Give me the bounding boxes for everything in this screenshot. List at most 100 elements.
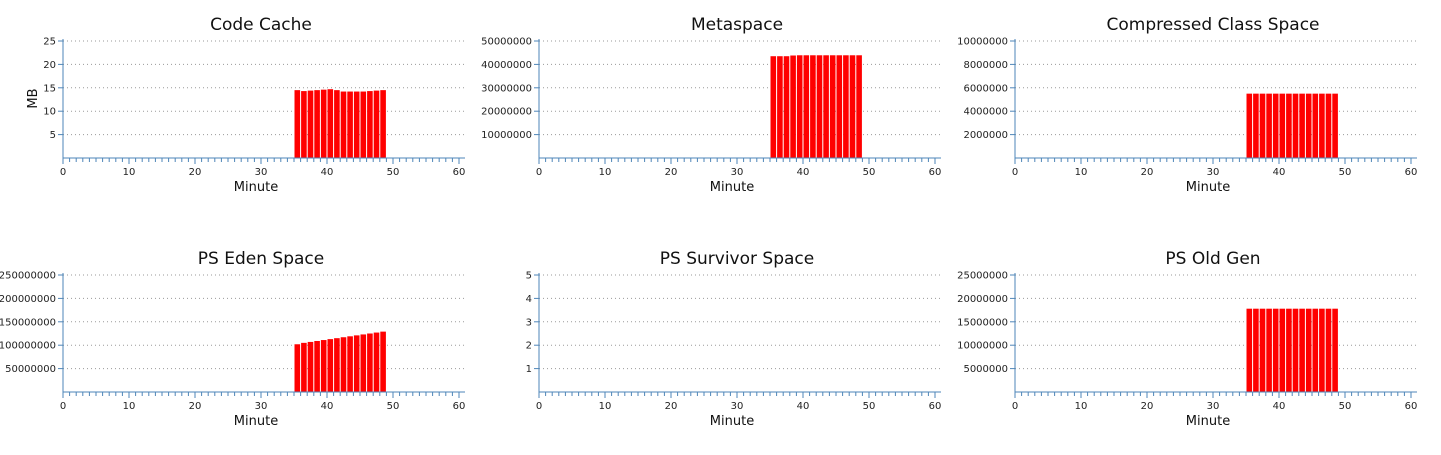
x-tick-label: 20 [189, 401, 202, 412]
x-tick-label: 10 [1075, 167, 1088, 178]
bar [353, 91, 360, 158]
bar [1272, 308, 1279, 392]
bar [307, 341, 314, 392]
code-cache-chart: Code Cache 5 10 15 20 25 0 10 20 30 40 50 60 Minute MB [0, 0, 475, 221]
x-axis-label: Minute [1186, 180, 1230, 195]
bar [1246, 308, 1253, 392]
bar [360, 334, 367, 392]
x-tick-label: 10 [123, 167, 136, 178]
bar [307, 90, 314, 158]
x-tick-label: 50 [1339, 401, 1352, 412]
chart-title: PS Old Gen [1165, 249, 1260, 269]
y-tick-label: 8000000 [963, 60, 1008, 71]
bar [1286, 308, 1292, 392]
y-tick-label: 10 [43, 107, 56, 118]
bar [1286, 93, 1292, 158]
bar [1259, 93, 1266, 158]
y-tick-label: 200000000 [0, 294, 56, 305]
x-tick-label: 60 [1405, 401, 1418, 412]
y-tick-label: 25000000 [957, 271, 1008, 282]
x-tick-label: 60 [929, 167, 942, 178]
bar [340, 337, 347, 392]
y-tick-label: 10000000 [957, 341, 1008, 352]
y-tick-label: 15000000 [957, 317, 1008, 328]
x-tick-label: 20 [665, 167, 678, 178]
x-axis-label: Minute [710, 180, 754, 195]
bar [1292, 93, 1299, 158]
x-tick-label: 0 [536, 167, 542, 178]
x-tick-label: 40 [1273, 401, 1286, 412]
x-tick-label: 40 [321, 167, 334, 178]
x-tick-label: 10 [123, 401, 136, 412]
bar [327, 89, 334, 158]
x-tick-label: 50 [863, 167, 876, 178]
ps-old-gen-chart: PS Old Gen 5000000 10000000 15000000 2000000… [952, 234, 1427, 455]
bar [353, 335, 360, 392]
x-tick-label: 60 [929, 401, 942, 412]
ps-old-gen-chart-svg: PS Old Gen 5000000 10000000 15000000 2000000… [957, 249, 1418, 429]
y-tick-label: 5 [526, 271, 532, 282]
x-tick-label: 50 [387, 401, 400, 412]
x-tick-label: 60 [1405, 167, 1418, 178]
bar [334, 90, 340, 158]
bar [1272, 93, 1279, 158]
bar [294, 90, 301, 158]
bar [301, 342, 307, 392]
bar [796, 55, 803, 158]
bar [347, 91, 353, 158]
bar [360, 91, 367, 158]
bar [836, 55, 843, 158]
bar [320, 89, 327, 158]
y-tick-label: 150000000 [0, 317, 56, 328]
bar [1279, 93, 1286, 158]
bar [380, 90, 386, 158]
bar [1253, 93, 1259, 158]
x-tick-label: 10 [1075, 401, 1088, 412]
y-tick-label: 10000000 [481, 130, 532, 141]
bar [790, 55, 796, 159]
bar [829, 55, 836, 158]
bar [340, 91, 347, 158]
x-tick-label: 40 [321, 401, 334, 412]
y-tick-label: 20000000 [957, 294, 1008, 305]
bar [849, 55, 856, 158]
bar [301, 91, 307, 158]
bar [294, 344, 301, 392]
chart-title: Metaspace [691, 15, 783, 35]
bar [1305, 93, 1312, 158]
x-tick-label: 30 [731, 401, 744, 412]
x-axis-label: Minute [1186, 414, 1230, 429]
y-tick-label: 1 [526, 364, 532, 375]
y-tick-label: 250000000 [0, 271, 56, 282]
bar [1299, 93, 1305, 158]
bar [777, 56, 783, 158]
chart-title: PS Survivor Space [660, 249, 814, 269]
y-tick-label: 50000000 [481, 37, 532, 48]
code-cache-chart-svg: Code Cache 5 10 15 20 25 0 10 20 30 40 50 60 Minute MB [26, 15, 465, 195]
bar [843, 55, 849, 158]
bar [1259, 308, 1266, 392]
chart-title: PS Eden Space [198, 249, 324, 269]
compressed-class-space-chart: Compressed Class Space 2000000 4000000 6000… [952, 0, 1427, 221]
bar [803, 55, 810, 158]
y-tick-label: 4 [526, 294, 532, 305]
bar [810, 55, 816, 158]
bar [770, 56, 777, 158]
x-tick-label: 10 [599, 401, 612, 412]
y-tick-label: 50000000 [5, 364, 56, 375]
ps-eden-space-chart: PS Eden Space 50000000 100000000 150000000 2… [0, 234, 475, 455]
bar [1266, 308, 1272, 392]
bar [1305, 308, 1312, 392]
x-tick-label: 40 [797, 401, 810, 412]
x-tick-label: 20 [665, 401, 678, 412]
y-tick-label: 5000000 [963, 364, 1008, 375]
x-tick-label: 0 [60, 401, 66, 412]
y-tick-label: 20 [43, 60, 56, 71]
bar [1279, 308, 1286, 392]
x-tick-label: 50 [387, 167, 400, 178]
y-tick-label: 30000000 [481, 83, 532, 94]
bar [373, 332, 380, 392]
bar [816, 55, 823, 158]
ps-survivor-space-chart: PS Survivor Space 1 2 3 4 5 0 10 20 30 40 50 60 Minut… [476, 234, 951, 455]
x-axis-label: Minute [710, 414, 754, 429]
